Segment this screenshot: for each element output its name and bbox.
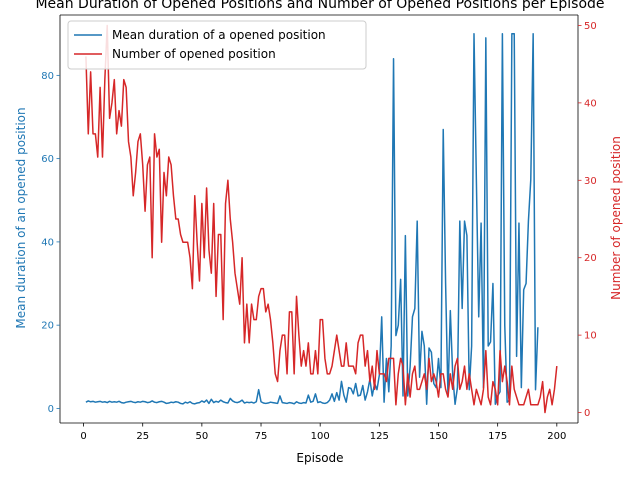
x-tick-label: 200 [547,431,566,442]
x-tick-label: 75 [255,431,268,442]
right-y-tick-label: 0 [584,408,590,419]
x-tick-label: 150 [429,431,448,442]
right-y-tick-label: 40 [584,98,597,109]
right-y-tick-label: 30 [584,176,597,187]
left-y-tick-label: 0 [48,404,54,415]
x-tick-label: 0 [80,431,86,442]
x-axis-label: Episode [296,451,343,465]
x-tick-label: 175 [488,431,507,442]
x-tick-label: 125 [370,431,389,442]
legend-box [67,20,367,70]
legend-label-series-1: Mean duration of a opened position [112,28,326,42]
left-y-tick-label: 60 [41,154,54,165]
chart-title: Mean Duration of Opened Positions and Nu… [35,0,604,12]
left-y-axis: 0 20 40 60 80 [41,71,60,415]
left-y-tick-label: 80 [41,71,54,82]
plot-area [59,14,579,424]
left-y-tick-label: 40 [41,237,54,248]
x-tick-label: 25 [136,431,149,442]
series-line-1 [85,32,539,406]
right-y-axis: 0 10 20 30 40 50 [578,21,597,419]
left-y-tick-label: 20 [41,321,54,332]
right-y-tick-label: 10 [584,331,597,342]
right-y-axis-label: Number of opened position [609,136,623,300]
legend: Mean duration of a opened position Numbe… [67,20,367,70]
right-y-tick-label: 50 [584,21,597,32]
x-tick-label: 50 [195,431,208,442]
right-y-tick-label: 20 [584,253,597,264]
left-y-axis-label: Mean duration of an opened position [14,107,28,328]
legend-label-series-2: Number of opened position [112,47,276,61]
x-tick-label: 100 [311,431,330,442]
series-line-2 [85,24,558,414]
x-axis: 0 25 50 75 100 125 150 175 200 [80,423,566,442]
